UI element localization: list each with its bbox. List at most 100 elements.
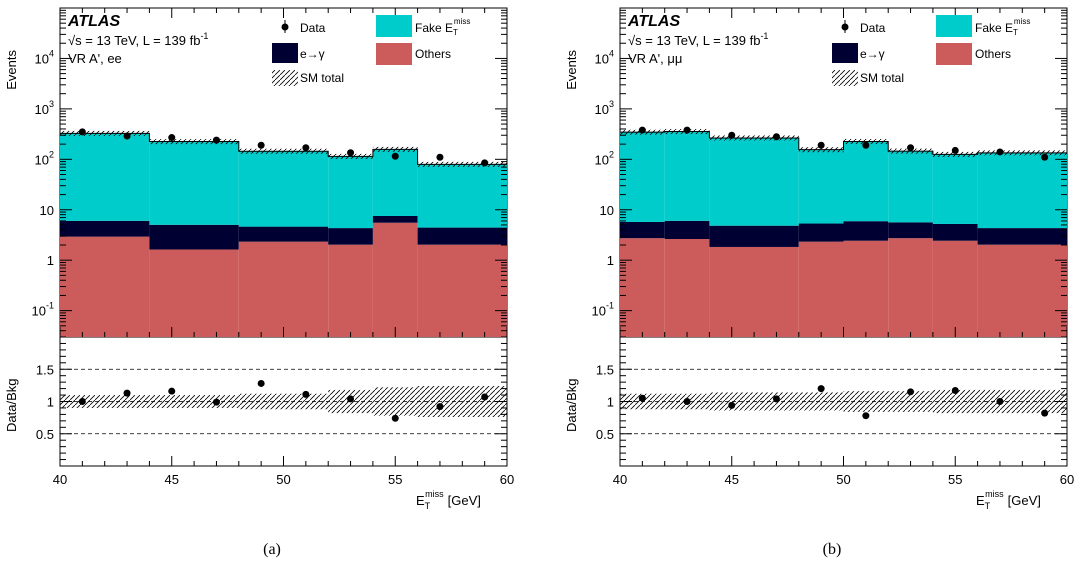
ratio-point xyxy=(1041,409,1049,417)
data-point xyxy=(391,152,399,160)
bar-egamma xyxy=(664,220,710,240)
legend-sm-total-label: SM total xyxy=(860,71,904,85)
caption-a: (a) xyxy=(263,541,281,558)
legend-egamma-swatch xyxy=(272,43,298,63)
x-axis-title-sub: T xyxy=(425,501,431,511)
legend-others-swatch xyxy=(376,43,412,65)
y-axis-title-ratio: Data/Bkg xyxy=(4,379,19,432)
x-tick-label: 50 xyxy=(276,472,290,487)
ratio-point xyxy=(212,398,220,406)
y-tick-label: 10-1 xyxy=(592,301,614,319)
legend-fake-swatch xyxy=(376,15,412,37)
bar-fake-met xyxy=(664,131,710,221)
bar-egamma xyxy=(328,228,373,245)
bar-others xyxy=(843,240,889,337)
bar-fake-met xyxy=(977,152,1067,229)
data-point xyxy=(907,144,915,152)
x-axis-title: ETmiss [GeV] xyxy=(416,489,481,511)
y-tick-label: 104 xyxy=(595,48,614,66)
ratio-point xyxy=(996,398,1004,405)
bar-fake-met xyxy=(149,141,239,225)
sqrt-sign: √ xyxy=(68,33,76,48)
legend-others-label: Others xyxy=(415,47,451,61)
data-point xyxy=(302,144,310,152)
x-axis-title-unit: [GeV] xyxy=(1008,493,1041,508)
data-point xyxy=(862,141,870,149)
y-tick-label: 104 xyxy=(35,48,54,66)
y-axis-title-ratio: Data/Bkg xyxy=(564,379,579,432)
x-tick-label: 55 xyxy=(948,472,962,487)
legend-data-label: Data xyxy=(300,21,326,35)
energy-lumi-sup: -1 xyxy=(760,31,768,41)
y-tick-label: 1 xyxy=(47,253,54,268)
x-axis-title-sup: miss xyxy=(985,489,1004,499)
bar-fake-met xyxy=(238,151,329,227)
legend-sm-total-swatch xyxy=(272,70,298,86)
x-tick-label: 60 xyxy=(1060,472,1074,487)
legend-fake-swatch xyxy=(936,15,972,37)
ratio-point xyxy=(436,403,444,411)
bar-egamma xyxy=(149,224,239,250)
energy-lumi-text: s = 13 TeV, L = 139 fb xyxy=(75,33,200,48)
y-tick-label: 102 xyxy=(35,149,54,167)
bar-others xyxy=(932,240,978,337)
y-tick-label: 10 xyxy=(40,203,54,218)
legend-data-marker xyxy=(281,23,289,31)
bar-egamma xyxy=(60,220,150,237)
data-point xyxy=(683,126,691,134)
bar-fake-met xyxy=(888,151,933,223)
legend: Data Fake ETmiss e→γ Others SM total xyxy=(832,15,1030,86)
legend-others-label: Others xyxy=(975,47,1011,61)
bar-fake-met xyxy=(328,156,373,229)
data-point xyxy=(772,133,780,141)
bar-fake-met xyxy=(932,154,978,224)
energy-lumi-sup: -1 xyxy=(200,31,208,41)
bar-fake-met xyxy=(709,137,799,226)
ratio-point xyxy=(123,389,131,397)
legend-data-marker xyxy=(841,23,849,31)
ratio-point xyxy=(951,387,959,395)
chart-panel-a: 40 45 50 55 60 10-1 1 10 102 103 104 0.5 1 1.5 Events… xyxy=(4,7,514,558)
bar-others xyxy=(709,246,799,337)
bar-others xyxy=(977,244,1067,337)
bar-fake-met xyxy=(60,133,150,221)
ratio-point xyxy=(772,395,780,403)
bar-fake-met xyxy=(620,132,665,222)
ratio-point xyxy=(481,393,489,401)
legend-data-label: Data xyxy=(860,21,886,35)
bar-fake-met xyxy=(372,149,418,216)
bar-fake-met xyxy=(843,141,889,222)
bar-others xyxy=(372,222,418,337)
ratio-tick-label: 0.5 xyxy=(36,427,54,442)
energy-lumi-label: √s = 13 TeV, L = 139 fb-1 xyxy=(628,31,768,48)
bar-others xyxy=(798,241,844,337)
y-tick-label: 10-1 xyxy=(32,301,54,319)
legend-others-swatch xyxy=(936,43,972,65)
bar-others xyxy=(149,249,239,337)
legend-egamma-label: e→γ xyxy=(300,47,325,61)
ratio-band xyxy=(798,392,844,411)
data-point xyxy=(951,146,959,154)
data-point xyxy=(78,128,86,136)
y-tick-label: 1 xyxy=(607,253,614,268)
ratio-tick-label: 0.5 xyxy=(596,427,614,442)
ratio-tick-label: 1 xyxy=(607,395,614,410)
x-tick-label: 45 xyxy=(165,472,179,487)
data-point xyxy=(168,134,176,142)
bar-others xyxy=(888,238,933,337)
bar-egamma xyxy=(932,223,978,241)
x-tick-label: 60 xyxy=(500,472,514,487)
legend-egamma-swatch xyxy=(832,43,858,63)
bar-egamma xyxy=(888,222,933,239)
ratio-point xyxy=(862,412,870,420)
x-tick-label: 50 xyxy=(836,472,850,487)
bar-egamma xyxy=(798,223,844,242)
bar-fake-met xyxy=(417,164,507,228)
y-tick-label: 103 xyxy=(595,99,614,117)
data-point xyxy=(257,141,265,149)
x-tick-label: 55 xyxy=(388,472,402,487)
bar-egamma xyxy=(372,215,418,223)
sm-total-line xyxy=(60,132,507,165)
bar-egamma xyxy=(843,221,889,241)
legend-fake-label: Fake ETmiss xyxy=(975,17,1030,37)
